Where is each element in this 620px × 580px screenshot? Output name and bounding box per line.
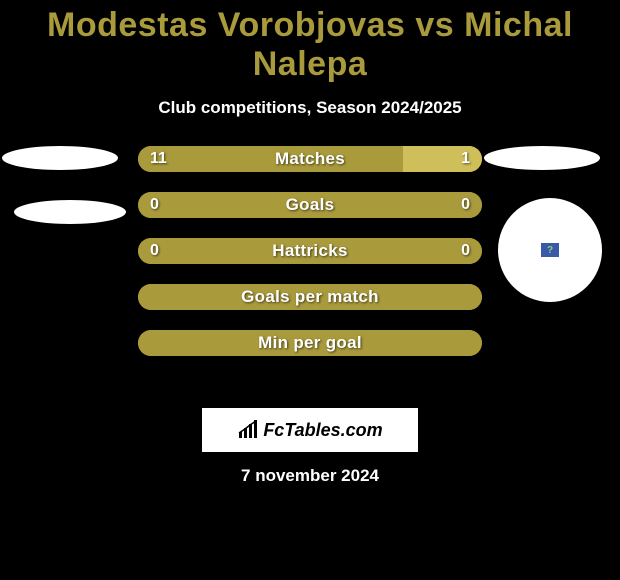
emblem-flag-icon: ? bbox=[541, 243, 559, 257]
stat-bar: Min per goal bbox=[138, 330, 482, 356]
stat-bar: 111Matches bbox=[138, 146, 482, 172]
stat-bar: 00Goals bbox=[138, 192, 482, 218]
brand-chart-icon bbox=[237, 420, 261, 440]
bar-label: Min per goal bbox=[138, 330, 482, 356]
bar-label: Matches bbox=[138, 146, 482, 172]
stat-bars: 111Matches 00Goals 00Hattricks Goals per ma… bbox=[138, 146, 482, 376]
root: Modestas Vorobjovas vs Michal Nalepa Clu… bbox=[0, 0, 620, 486]
ellipse-mid-left bbox=[14, 200, 126, 224]
subtitle: Club competitions, Season 2024/2025 bbox=[0, 98, 620, 118]
stat-bar: Goals per match bbox=[138, 284, 482, 310]
brand-text: FcTables.com bbox=[263, 420, 382, 441]
emblem-circle-right: ? bbox=[498, 198, 602, 302]
content-area: ? 111Matches 00Goals 00Hattricks Goals per … bbox=[0, 146, 620, 406]
emblem-question-icon: ? bbox=[547, 245, 553, 256]
ellipse-top-left bbox=[2, 146, 118, 170]
bar-label: Goals bbox=[138, 192, 482, 218]
footer-date: 7 november 2024 bbox=[0, 466, 620, 486]
stat-bar: 00Hattricks bbox=[138, 238, 482, 264]
bar-label: Hattricks bbox=[138, 238, 482, 264]
page-title: Modestas Vorobjovas vs Michal Nalepa bbox=[0, 6, 620, 84]
ellipse-top-right bbox=[484, 146, 600, 170]
brand-box: FcTables.com bbox=[202, 408, 418, 452]
bar-label: Goals per match bbox=[138, 284, 482, 310]
